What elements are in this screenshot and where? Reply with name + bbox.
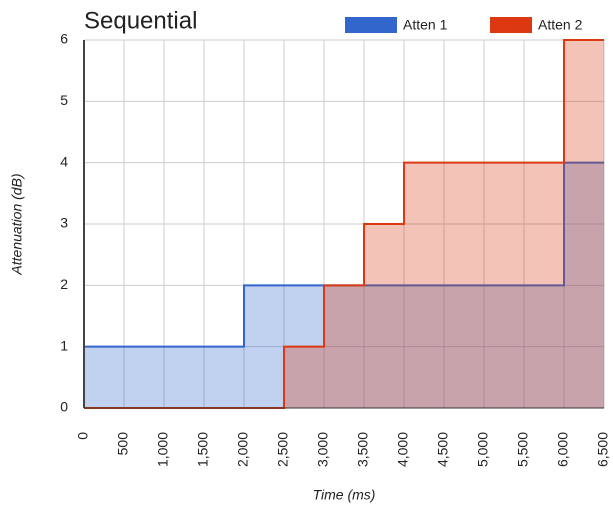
x-tick-label: 5,500 [515, 432, 531, 467]
x-tick-label: 3,000 [315, 432, 331, 467]
x-tick-label: 1,000 [155, 432, 171, 467]
x-tick-label: 500 [115, 432, 131, 456]
legend-swatch [490, 17, 532, 33]
y-tick-label: 5 [60, 92, 68, 108]
legend-label: Atten 2 [538, 17, 583, 33]
y-tick-label: 3 [60, 215, 68, 231]
y-tick-label: 1 [60, 337, 68, 353]
x-tick-label: 6,000 [555, 432, 571, 467]
x-tick-label: 3,500 [355, 432, 371, 467]
x-tick-label: 5,000 [475, 432, 491, 467]
x-tick-label: 4,000 [395, 432, 411, 467]
y-tick-label: 0 [60, 399, 68, 415]
legend-label: Atten 1 [403, 17, 448, 33]
series-area [84, 40, 604, 408]
x-tick-label: 1,500 [195, 432, 211, 467]
y-tick-label: 4 [60, 153, 68, 169]
x-tick-label: 4,500 [435, 432, 451, 467]
x-tick-label: 2,500 [275, 432, 291, 467]
y-tick-label: 6 [60, 31, 68, 47]
x-tick-label: 0 [75, 432, 91, 440]
y-axis-label: Attenuation (dB) [9, 173, 25, 275]
x-axis-label: Time (ms) [313, 487, 376, 503]
chart-title: Sequential [84, 7, 197, 34]
y-tick-label: 2 [60, 276, 68, 292]
x-tick-label: 6,500 [595, 432, 611, 467]
x-tick-label: 2,000 [235, 432, 251, 467]
legend-swatch [345, 17, 397, 33]
